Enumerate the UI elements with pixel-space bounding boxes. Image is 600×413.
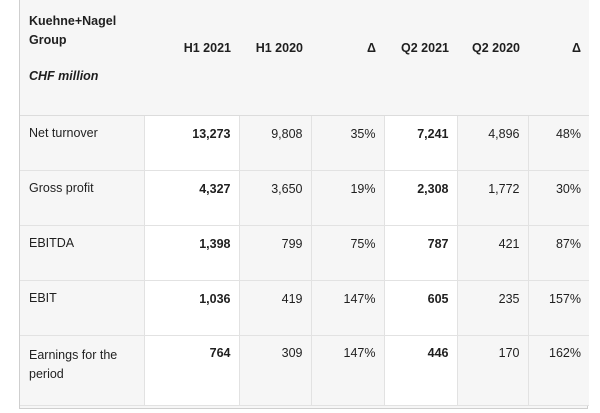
value-cell: 787: [384, 225, 458, 281]
row-label: EBITDA: [20, 225, 145, 281]
column-header-q2-delta: Δ: [528, 0, 589, 116]
row-label: Earnings for the period: [20, 335, 145, 406]
header-row: Kuehne+Nagel Group CHF million H1 2021 H…: [20, 0, 589, 116]
value-cell: 48%: [528, 115, 589, 171]
value-cell: 421: [457, 225, 529, 281]
table-header: Kuehne+Nagel Group CHF million H1 2021 H…: [20, 0, 589, 116]
column-header-q2-2021: Q2 2021: [384, 0, 457, 116]
row-label: Net turnover: [20, 115, 145, 171]
value-cell: 1,398: [144, 225, 240, 281]
value-cell: 87%: [528, 225, 589, 281]
value-cell: 75%: [311, 225, 385, 281]
table-row: Net turnover 13,273 9,808 35% 7,241 4,89…: [20, 115, 589, 171]
value-cell: 419: [239, 280, 312, 336]
value-cell: 147%: [311, 335, 385, 406]
results-table-frame: Kuehne+Nagel Group CHF million H1 2021 H…: [19, 0, 589, 409]
value-cell: 1,036: [144, 280, 240, 336]
value-cell: 9,808: [239, 115, 312, 171]
table-body: Net turnover 13,273 9,808 35% 7,241 4,89…: [20, 115, 589, 406]
value-cell: 35%: [311, 115, 385, 171]
value-cell: 446: [384, 335, 458, 406]
value-cell: 4,896: [457, 115, 529, 171]
row-label: EBIT: [20, 280, 145, 336]
column-header-h1-2021: H1 2021: [144, 0, 239, 116]
value-cell: 799: [239, 225, 312, 281]
row-label: Gross profit: [20, 170, 145, 226]
column-header-h1-2020: H1 2020: [239, 0, 311, 116]
company-name: Kuehne+Nagel Group: [29, 14, 117, 47]
value-cell: 4,327: [144, 170, 240, 226]
value-cell: 309: [239, 335, 312, 406]
table-row: EBITDA 1,398 799 75% 787 421 87%: [20, 225, 589, 281]
results-table: Kuehne+Nagel Group CHF million H1 2021 H…: [20, 0, 589, 406]
value-cell: 2,308: [384, 170, 458, 226]
value-cell: 162%: [528, 335, 589, 406]
value-cell: 30%: [528, 170, 589, 226]
unit-label: CHF million: [29, 69, 99, 83]
value-cell: 235: [457, 280, 529, 336]
value-cell: 764: [144, 335, 240, 406]
value-cell: 157%: [528, 280, 589, 336]
table-row: Gross profit 4,327 3,650 19% 2,308 1,772…: [20, 170, 589, 226]
value-cell: 7,241: [384, 115, 458, 171]
value-cell: 1,772: [457, 170, 529, 226]
column-header-q2-2020: Q2 2020: [457, 0, 528, 116]
value-cell: 170: [457, 335, 529, 406]
table-row: Earnings for the period 764 309 147% 446…: [20, 335, 589, 406]
value-cell: 3,650: [239, 170, 312, 226]
value-cell: 19%: [311, 170, 385, 226]
column-header-h1-delta: Δ: [311, 0, 384, 116]
header-label-cell: Kuehne+Nagel Group CHF million: [20, 0, 144, 116]
value-cell: 605: [384, 280, 458, 336]
table-row: EBIT 1,036 419 147% 605 235 157%: [20, 280, 589, 336]
value-cell: 147%: [311, 280, 385, 336]
value-cell: 13,273: [144, 115, 240, 171]
